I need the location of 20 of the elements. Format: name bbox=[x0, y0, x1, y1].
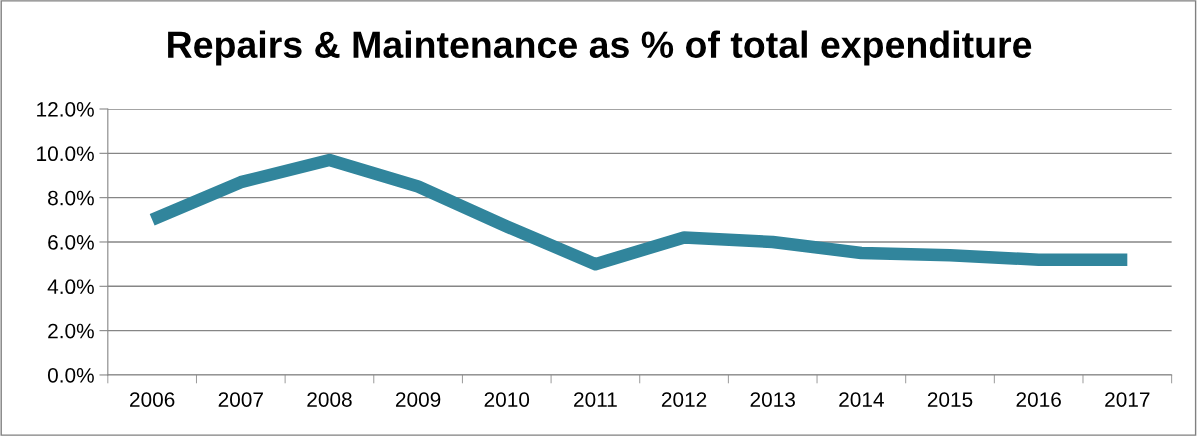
y-tick-label: 0.0% bbox=[47, 367, 94, 383]
x-tick-label: 2010 bbox=[484, 392, 530, 407]
x-tick-label: 2014 bbox=[839, 392, 884, 407]
x-tick-label: 2008 bbox=[307, 392, 352, 407]
x-tick-label: 2006 bbox=[130, 392, 175, 407]
x-tick-label: 2016 bbox=[1016, 392, 1061, 407]
y-tick-label: 10.0% bbox=[37, 146, 94, 162]
y-tick-label: 8.0% bbox=[48, 190, 94, 206]
y-tick-label: 6.0% bbox=[48, 234, 94, 250]
y-tick-label: 12.0% bbox=[37, 102, 94, 117]
x-tick-label: 2009 bbox=[395, 392, 441, 407]
x-tick-label: 2017 bbox=[1105, 392, 1150, 407]
y-tick-label: 2.0% bbox=[48, 323, 94, 339]
chart-title: Repairs & Maintenance as % of total expenditure bbox=[168, 30, 1032, 66]
x-tick-label: 2007 bbox=[218, 392, 263, 407]
x-tick-label: 2011 bbox=[574, 392, 617, 407]
x-tick-label: 2012 bbox=[661, 392, 707, 407]
x-tick-label: 2013 bbox=[750, 392, 795, 407]
x-tick-label: 2015 bbox=[927, 392, 973, 407]
y-tick-label: 4.0% bbox=[47, 279, 94, 295]
